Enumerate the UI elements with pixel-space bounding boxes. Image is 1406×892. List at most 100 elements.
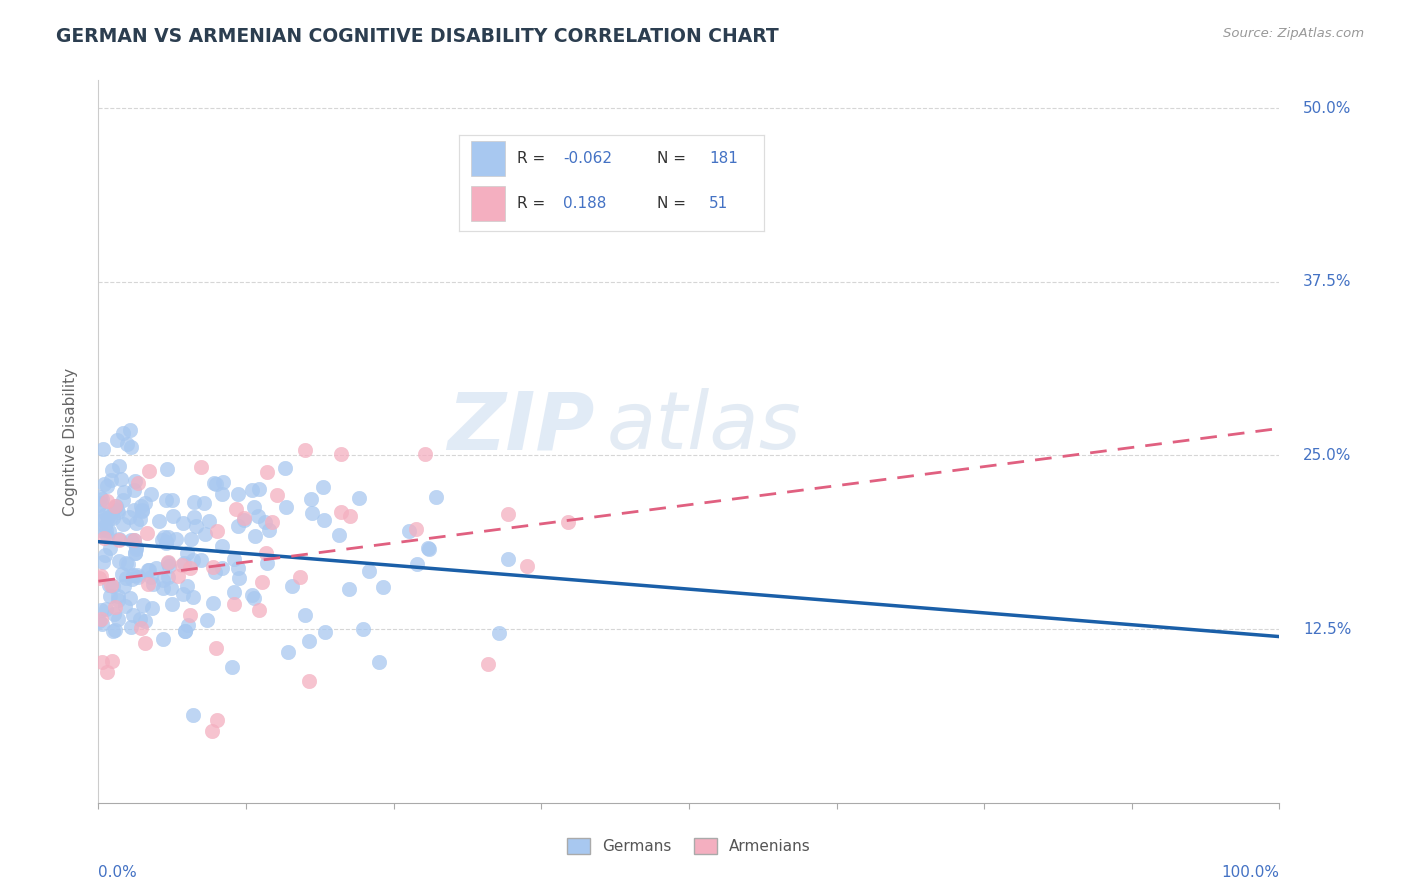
Text: 0.0%: 0.0% [98,865,138,880]
Point [120,620,142,634]
Point [94,602,117,616]
Point [129,500,152,514]
Point [155,534,177,549]
Point [124,474,146,488]
Point [371,580,394,594]
Point [202,596,225,610]
Point [181,590,204,604]
Point [153,530,176,544]
Point [101,654,124,668]
Point [232,511,254,525]
Point [93,477,115,491]
Point [104,600,127,615]
Point [156,462,179,476]
Point [298,633,321,648]
Point [314,624,336,639]
Point [94,519,117,533]
Point [103,579,125,593]
Point [257,523,280,537]
Point [93,555,115,569]
Point [103,607,125,621]
Point [108,459,131,474]
Legend: Germans, Armenians: Germans, Armenians [561,832,817,860]
Point [205,524,228,538]
Point [368,656,391,670]
Point [281,578,304,592]
Point [226,561,249,575]
Point [129,612,152,626]
Point [406,558,429,572]
Point [120,423,142,437]
Point [162,508,184,523]
Point [107,612,129,626]
Text: 181: 181 [709,151,738,166]
Point [93,548,115,562]
Point [353,622,375,636]
Point [152,573,174,587]
Point [150,533,173,548]
Point [105,503,128,517]
Point [205,476,228,491]
Point [100,473,122,487]
Point [243,529,266,543]
Point [160,581,183,595]
Point [314,513,336,527]
Point [104,499,127,513]
Point [124,546,146,560]
Point [294,607,316,622]
Point [98,578,121,592]
Point [328,528,350,542]
Point [87,498,110,512]
Point [198,514,221,528]
Text: R =: R = [517,151,550,166]
Point [127,475,149,490]
Point [107,593,129,607]
Point [117,558,139,572]
Point [240,483,263,498]
Point [156,530,179,544]
Point [415,447,437,461]
Point [173,624,195,638]
Point [205,640,228,655]
Point [557,515,579,529]
Point [91,492,114,507]
Point [124,541,146,556]
Point [172,516,194,530]
Point [90,569,112,583]
Point [120,533,142,547]
Point [243,591,266,606]
Point [418,542,440,557]
Point [111,425,134,440]
Text: N =: N = [658,151,692,166]
Point [148,514,170,528]
Point [131,504,153,518]
Point [94,523,117,537]
Point [186,519,208,533]
Point [87,614,110,628]
Point [357,564,380,578]
Point [108,554,131,568]
Point [177,617,200,632]
Point [134,614,156,628]
Y-axis label: Cognitive Disability: Cognitive Disability [63,368,77,516]
Point [211,539,233,553]
Point [496,552,519,566]
Point [90,655,112,669]
Point [138,563,160,577]
Point [250,575,273,590]
Text: 25.0%: 25.0% [1303,448,1351,463]
Point [94,507,117,521]
Point [193,496,215,510]
Point [166,569,188,583]
Point [108,533,131,548]
Point [312,480,335,494]
Point [122,533,145,548]
Point [122,503,145,517]
Point [100,578,122,592]
Point [488,626,510,640]
Point [91,442,114,456]
Point [138,464,160,478]
Point [174,624,197,638]
Point [254,546,277,560]
Point [262,516,284,530]
